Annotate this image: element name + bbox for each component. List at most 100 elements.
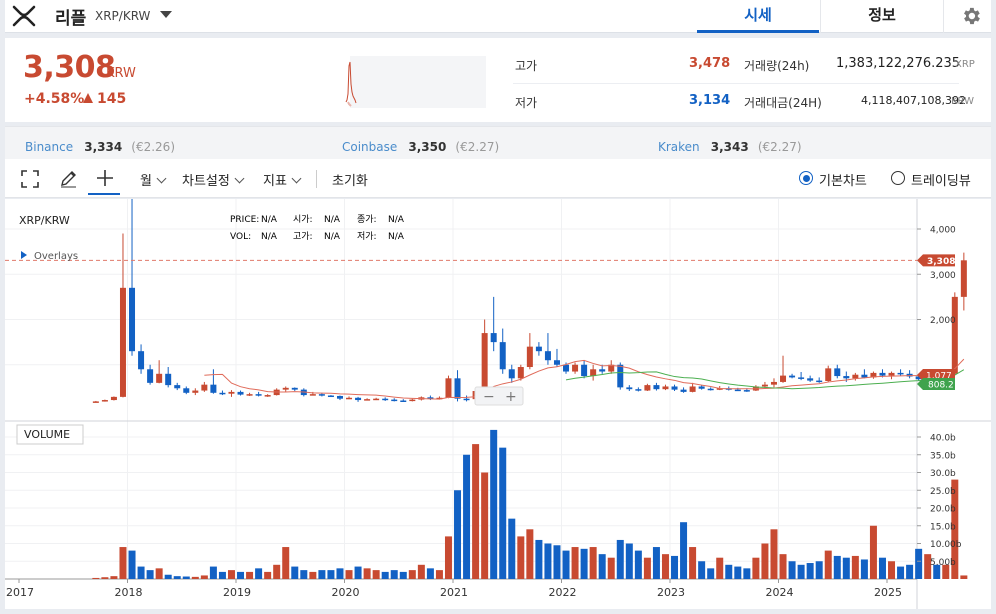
- volume-bar: [897, 566, 905, 579]
- tradingview-label[interactable]: 트레이딩뷰: [911, 174, 971, 189]
- volume-bar: [833, 555, 841, 579]
- candle: [201, 384, 208, 391]
- volume-tick-label: 40.0b: [930, 434, 956, 444]
- candle: [544, 351, 551, 361]
- volume-bar: [390, 570, 398, 579]
- chevron-down-icon[interactable]: [160, 11, 172, 18]
- reset-button[interactable]: 초기화: [332, 174, 368, 189]
- volume-bar: [182, 576, 190, 579]
- volume-bar: [878, 557, 886, 579]
- candle: [789, 375, 796, 378]
- y-tick-label: 3,000: [930, 271, 956, 281]
- tab-price[interactable]: 시세: [697, 0, 819, 33]
- chart-settings-dropdown[interactable]: 차트설정: [182, 170, 245, 189]
- candle: [355, 397, 362, 401]
- candle: [689, 386, 696, 392]
- candle: [246, 394, 253, 396]
- crosshair-icon[interactable]: [95, 168, 115, 188]
- zoom-out-button[interactable]: −: [483, 389, 495, 405]
- volume-bar: [680, 522, 688, 579]
- high-value: 3,478: [689, 56, 731, 71]
- radio-tradingview[interactable]: [891, 171, 905, 185]
- candle: [861, 374, 868, 378]
- candle: [662, 386, 669, 390]
- x-tick-label: 2019: [223, 586, 251, 599]
- candle: [581, 364, 588, 377]
- coin-name: 리플: [55, 9, 87, 29]
- exchange-kraken[interactable]: Kraken 3,343 (€2.27): [658, 136, 802, 155]
- candle: [816, 380, 823, 383]
- volume-bar: [137, 566, 145, 579]
- pencil-icon[interactable]: [59, 169, 78, 188]
- volume-bar: [734, 566, 742, 579]
- volume-bar: [463, 454, 471, 579]
- candle: [599, 369, 606, 372]
- volume-tick-label: 20.0b: [930, 505, 956, 515]
- x-tick-label: 2021: [440, 586, 468, 599]
- ma-line-red: [204, 358, 965, 400]
- legend-low-value: N/A: [388, 232, 405, 242]
- candle: [110, 396, 117, 401]
- overlays-toggle[interactable]: Overlays: [34, 251, 78, 262]
- volume-bar: [255, 568, 263, 579]
- candle: [237, 391, 244, 395]
- volume-unit: XRP: [955, 59, 975, 70]
- volume-tick-label: 15.0b: [930, 522, 956, 532]
- volume-bar: [625, 543, 633, 579]
- candle: [870, 372, 877, 378]
- volume-bar: [218, 571, 226, 579]
- exchange-price: 3,343: [710, 140, 749, 154]
- volume-bar: [508, 518, 516, 579]
- volume-bar: [336, 568, 344, 579]
- x-tick-label: 2017: [6, 586, 34, 599]
- fullscreen-icon[interactable]: [21, 170, 39, 188]
- volume-bar: [92, 577, 100, 579]
- zoom-in-button[interactable]: +: [505, 389, 517, 405]
- basic-chart-label[interactable]: 기본차트: [819, 174, 867, 189]
- volume-bar: [490, 429, 498, 579]
- volume-bar: [815, 561, 823, 579]
- candle: [336, 395, 343, 399]
- play-icon[interactable]: [21, 251, 27, 259]
- volume-bar: [770, 529, 778, 579]
- price-chart[interactable]: 4,000 3,000 2,000 40.0b 35.0b 30.0b 25.0b 20.0…: [5, 199, 991, 609]
- candle: [572, 364, 579, 372]
- gear-icon[interactable]: [960, 5, 982, 27]
- candle: [626, 387, 633, 390]
- candle: [490, 333, 497, 343]
- candle: [761, 384, 768, 387]
- triangle-up-icon: [83, 93, 93, 103]
- volume-bar: [381, 571, 389, 579]
- tab-info[interactable]: 정보: [820, 0, 944, 33]
- exchange-coinbase[interactable]: Coinbase 3,350 (€2.27): [342, 136, 499, 155]
- indicator-dropdown[interactable]: 지표: [263, 170, 302, 189]
- exchange-binance[interactable]: Binance 3,334 (€2.26): [25, 136, 175, 155]
- candle: [698, 386, 705, 389]
- volume-label: VOLUME: [24, 428, 70, 441]
- candle: [156, 373, 163, 383]
- candle: [409, 399, 416, 402]
- zoom-controls[interactable]: − +: [474, 386, 524, 406]
- legend-price-label: PRICE:: [230, 215, 259, 225]
- volume-bar: [246, 571, 254, 579]
- ma-tag-green: 808.2: [917, 378, 955, 391]
- candle: [590, 369, 597, 377]
- candle: [780, 375, 787, 382]
- candle: [228, 391, 235, 394]
- change-amount: 145: [97, 91, 127, 107]
- radio-basic-chart[interactable]: [799, 171, 813, 185]
- volume-bar: [797, 564, 805, 579]
- volume-bar: [526, 529, 534, 579]
- candle: [834, 368, 841, 377]
- volume-value: 1,383,122,276.235: [836, 56, 961, 71]
- x-tick-label: 2018: [115, 586, 143, 599]
- candle: [743, 390, 750, 392]
- candle: [373, 398, 380, 401]
- volume-bar: [164, 574, 172, 579]
- period-dropdown[interactable]: 월: [140, 170, 167, 189]
- candle: [318, 394, 325, 396]
- pair-selector[interactable]: XRP/KRW: [95, 9, 151, 23]
- volume-bar: [689, 547, 697, 579]
- x-tick-label: 2024: [766, 586, 794, 599]
- volume-bar: [743, 568, 751, 579]
